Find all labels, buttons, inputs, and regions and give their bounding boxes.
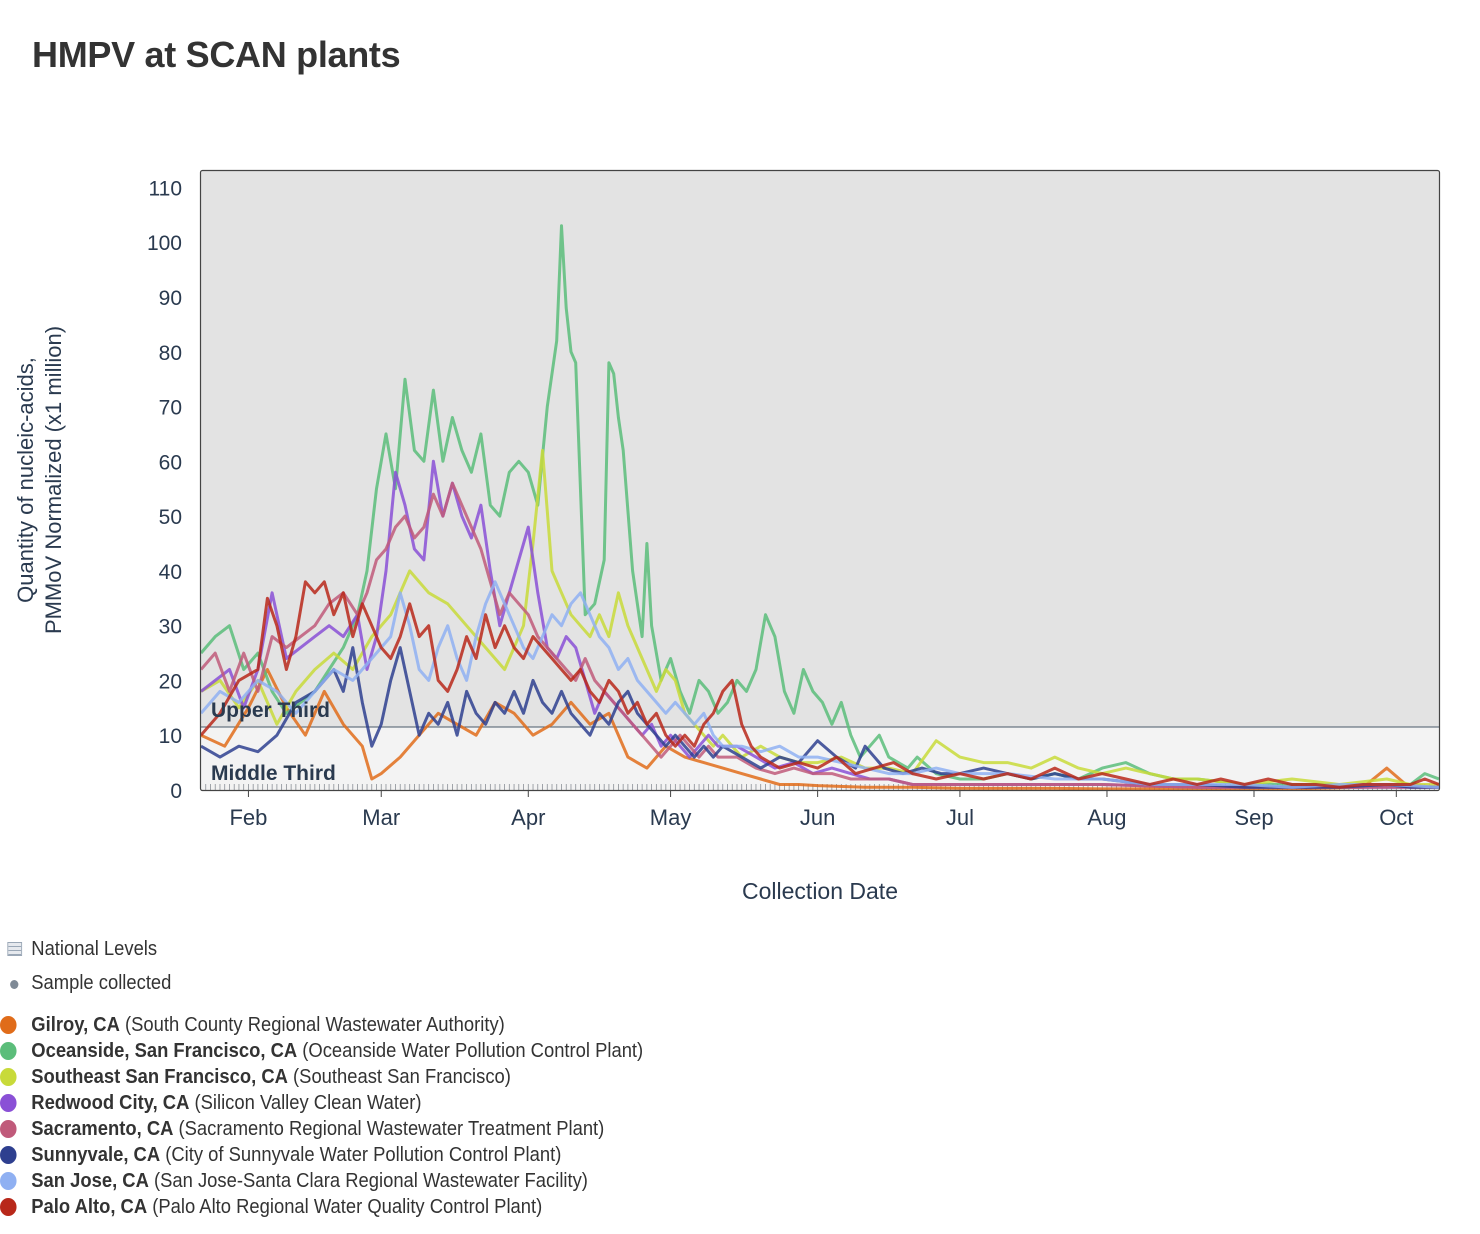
legend-color-swatch bbox=[0, 1016, 17, 1034]
legend-facility: (Southeast San Francisco) bbox=[287, 1066, 511, 1088]
series-line-palo-alto-ca[interactable] bbox=[201, 580, 1439, 789]
legend-facility: (Palo Alto Regional Water Quality Contro… bbox=[147, 1196, 543, 1218]
x-tick-label: Oct bbox=[1379, 805, 1413, 830]
legend-color-swatch bbox=[0, 1042, 17, 1060]
x-tick-label: May bbox=[650, 805, 692, 830]
legend-item-label: San Jose, CA (San Jose-Santa Clara Regio… bbox=[31, 1168, 588, 1194]
page-title: HMPV at SCAN plants bbox=[32, 34, 401, 75]
x-tick-label: Feb bbox=[229, 805, 267, 830]
legend-label: Sample collected bbox=[31, 972, 172, 994]
legend-color-swatch bbox=[0, 1094, 17, 1112]
legend-facility: (South County Regional Wastewater Author… bbox=[119, 1014, 505, 1036]
legend-item-label: Redwood City, CA (Silicon Valley Clean W… bbox=[31, 1090, 421, 1116]
y-tick-label: 50 bbox=[159, 506, 182, 529]
legend-label: National Levels bbox=[31, 938, 158, 960]
plot-frame bbox=[199, 169, 1441, 792]
y-tick-label: 40 bbox=[159, 561, 182, 584]
x-tick-label: Aug bbox=[1087, 805, 1126, 830]
legend-item-label: Sunnyvale, CA (City of Sunnyvale Water P… bbox=[31, 1142, 561, 1168]
y-tick-label: 90 bbox=[159, 287, 182, 310]
x-tick-label: Jul bbox=[946, 805, 974, 830]
legend-location: San Jose, CA bbox=[31, 1170, 149, 1192]
series-line-gilroy-ca[interactable] bbox=[201, 668, 1439, 790]
legend-item-label: Palo Alto, CA (Palo Alto Regional Water … bbox=[31, 1194, 542, 1220]
legend-facility: (Silicon Valley Clean Water) bbox=[189, 1092, 422, 1114]
legend-facility: (San Jose-Santa Clara Regional Wastewate… bbox=[148, 1170, 588, 1192]
legend-location: Sunnyvale, CA bbox=[31, 1144, 161, 1166]
x-axis-label: Collection Date bbox=[742, 878, 898, 904]
y-tick-label: 30 bbox=[159, 616, 182, 639]
legend-location: Gilroy, CA bbox=[31, 1014, 120, 1036]
sample-dot-icon bbox=[10, 980, 19, 989]
legend-location: Oceanside, San Francisco, CA bbox=[31, 1040, 298, 1062]
series-line-san-jose-ca[interactable] bbox=[201, 580, 1439, 789]
band-label-upper: Upper Third bbox=[211, 699, 330, 722]
x-tick-label: Apr bbox=[511, 805, 545, 830]
legend-color-swatch bbox=[0, 1172, 17, 1190]
legend-facility: (Oceanside Water Pollution Control Plant… bbox=[297, 1040, 644, 1062]
chart: Upper Third Middle Third 0 10 20 30 40 50 60 70… bbox=[13, 169, 1441, 904]
series-line-sunnyvale-ca[interactable] bbox=[201, 646, 1439, 789]
y-tick-label: 0 bbox=[170, 780, 182, 803]
national-levels-icon bbox=[7, 942, 23, 956]
legend-location: Sacramento, CA bbox=[31, 1118, 174, 1140]
legend-color-swatch bbox=[0, 1068, 17, 1086]
series-line-redwood-city-ca[interactable] bbox=[201, 459, 1439, 789]
legend-color-swatch bbox=[0, 1146, 17, 1164]
legend-item-label: Sacramento, CA (Sacramento Regional Wast… bbox=[31, 1116, 604, 1142]
legend-item-label: Oceanside, San Francisco, CA (Oceanside … bbox=[31, 1038, 643, 1064]
y-tick-label: 60 bbox=[159, 451, 182, 474]
legend-location: Southeast San Francisco, CA bbox=[31, 1066, 288, 1088]
legend-facility: (City of Sunnyvale Water Pollution Contr… bbox=[160, 1144, 562, 1166]
legend-location: Redwood City, CA bbox=[31, 1092, 190, 1114]
legend-color-swatch bbox=[0, 1198, 17, 1216]
y-tick-label: 70 bbox=[159, 397, 182, 420]
legend-item-label: Gilroy, CA (South County Regional Wastew… bbox=[31, 1012, 504, 1038]
y-tick-label: 80 bbox=[159, 342, 182, 365]
y-axis-label-line1: Quantity of nucleic-acids, bbox=[13, 357, 38, 603]
series-line-southeast-san-francisco-ca[interactable] bbox=[201, 448, 1439, 786]
upper-third-band bbox=[201, 171, 1439, 728]
legend-item-label: Southeast San Francisco, CA (Southeast S… bbox=[31, 1064, 511, 1090]
band-label-middle: Middle Third bbox=[211, 762, 336, 785]
x-tick-label: Jun bbox=[800, 805, 835, 830]
legend-facility: (Sacramento Regional Wastewater Treatmen… bbox=[173, 1118, 605, 1140]
x-tick-label: Sep bbox=[1234, 805, 1273, 830]
y-tick-label: 110 bbox=[149, 177, 182, 200]
y-tick-label: 100 bbox=[147, 232, 182, 255]
legend-color-swatch bbox=[0, 1120, 17, 1138]
y-tick-label: 20 bbox=[159, 670, 182, 693]
y-tick-label: 10 bbox=[159, 725, 182, 748]
x-tick-label: Mar bbox=[362, 805, 400, 830]
y-axis-label-line2: PMMoV Normalized (x1 million) bbox=[41, 326, 66, 634]
legend-location: Palo Alto, CA bbox=[31, 1196, 148, 1218]
